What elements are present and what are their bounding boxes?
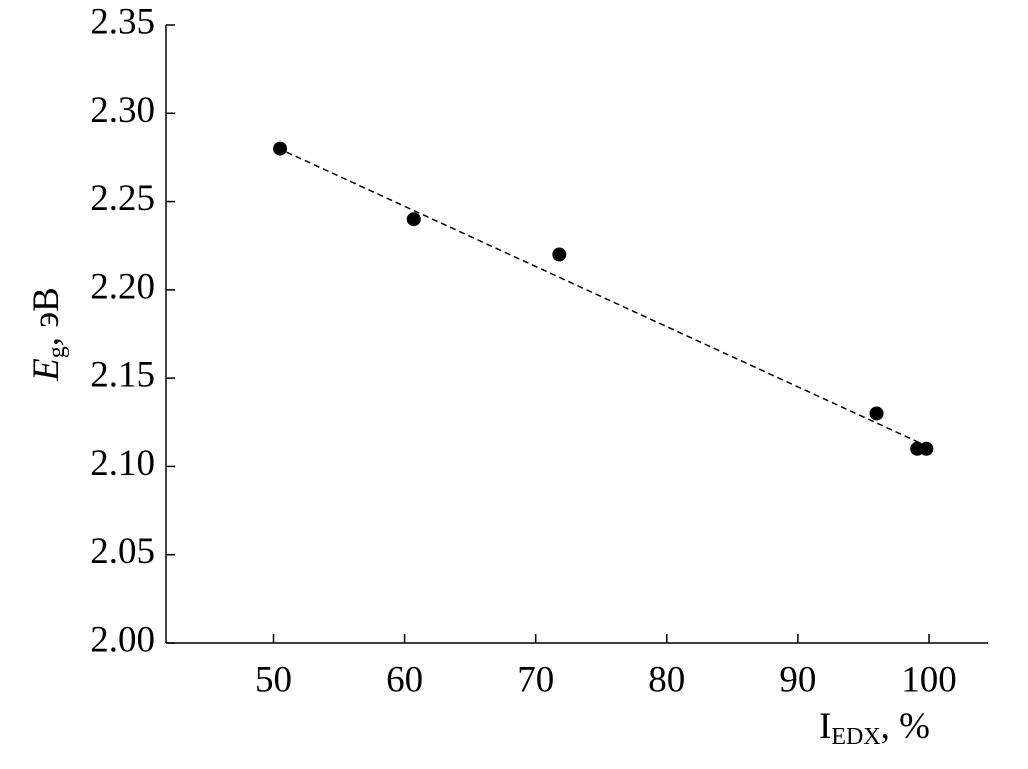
data-point: [919, 441, 934, 456]
y-label-rest: , эВ: [26, 287, 67, 346]
data-point: [273, 141, 288, 156]
x-tick-label: 90: [779, 659, 816, 700]
y-tick-label: 2.10: [90, 443, 155, 484]
data-point: [552, 247, 567, 262]
data-point: [406, 212, 421, 227]
trend-line: [286, 151, 926, 446]
y-tick-label: 2.25: [90, 178, 155, 219]
x-tick-label: 80: [648, 659, 685, 700]
data-point: [869, 406, 884, 421]
y-tick-label: 2.30: [90, 90, 155, 131]
x-label-sub: EDX: [831, 724, 880, 750]
x-label-main: I: [819, 706, 831, 747]
x-tick-label: 60: [386, 659, 423, 700]
y-tick-label: 2.20: [90, 266, 155, 307]
x-tick-label: 100: [901, 659, 957, 700]
y-tick-label: 2.15: [90, 355, 155, 396]
x-label-rest: , %: [881, 706, 930, 747]
y-tick-label: 2.05: [90, 531, 155, 572]
x-tick-label: 70: [517, 659, 554, 700]
y-tick-label: 2.35: [90, 1, 155, 42]
x-tick-label: 50: [255, 659, 292, 700]
y-label-main: E: [26, 358, 67, 382]
y-tick-label: 2.00: [90, 619, 155, 660]
x-axis-label: IEDX, %: [819, 706, 930, 749]
y-label-sub: g: [44, 346, 70, 358]
y-axis-label: Eg, эВ: [26, 287, 69, 382]
